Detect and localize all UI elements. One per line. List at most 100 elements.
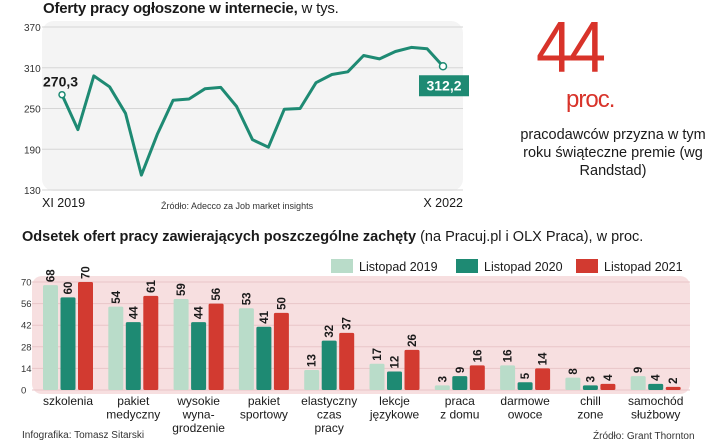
- offers-line: [60, 45, 445, 177]
- bar: [517, 382, 533, 390]
- bar-value-label: 44: [194, 306, 206, 319]
- bar-value-label: 9: [633, 367, 645, 373]
- category-label: elastyczny czas pracy: [301, 394, 357, 435]
- bar-value-label: 50: [276, 297, 288, 310]
- bar: [238, 308, 254, 390]
- start-point-marker: [58, 90, 66, 99]
- bar: [108, 306, 124, 390]
- bar: [648, 383, 664, 390]
- legend-label: Listopad 2019: [359, 260, 438, 274]
- end-value-box: [419, 75, 469, 97]
- bar: [173, 298, 189, 390]
- bar-value-label: 26: [407, 334, 419, 347]
- category-label: pakiet sportowy: [240, 394, 288, 422]
- category-label: praca z domu: [440, 394, 479, 422]
- callout-unit: proc.: [566, 86, 615, 113]
- bar-y-tick-label: 0: [21, 386, 26, 397]
- bar: [665, 386, 681, 390]
- bar: [339, 332, 355, 390]
- legend-swatch: [576, 259, 598, 273]
- end-point-marker: [438, 62, 448, 71]
- line-y-tick-label: 130: [24, 186, 41, 197]
- bar: [256, 326, 272, 390]
- bar: [404, 349, 420, 390]
- start-value-label: 270,3: [43, 74, 78, 90]
- bar: [600, 383, 616, 390]
- bar: [43, 285, 58, 390]
- line-y-tick-label: 370: [24, 23, 41, 34]
- bar-y-tick-label: 28: [21, 342, 32, 353]
- bar-y-tick-label: 70: [21, 278, 32, 289]
- callout-number: 44: [536, 8, 606, 88]
- bar: [125, 322, 141, 390]
- bar-value-label: 61: [146, 279, 158, 292]
- line-chart: 370 310 250 190 130 270,3 312,2 XI 2019 X 20…: [24, 21, 469, 211]
- bar-y-tick-label: 14: [21, 364, 32, 375]
- bar-value-label: 68: [46, 269, 58, 282]
- bar-value-label: 59: [176, 283, 188, 296]
- bar: [143, 295, 159, 390]
- bar: [304, 369, 320, 390]
- infographic-credit: Infografika: Tomasz Sitarski: [22, 430, 145, 441]
- bar-value-label: 44: [128, 306, 140, 319]
- bar-value-label: 16: [472, 350, 484, 363]
- line-y-tick-label: 310: [24, 64, 41, 75]
- bar-value-label: 54: [111, 290, 123, 303]
- bar-value-label: 2: [668, 378, 680, 384]
- callout-caption: pracodawców przyzna w tym roku świąteczn…: [520, 127, 706, 179]
- bar-value-label: 9: [455, 367, 467, 373]
- bar-y-tick-label: 42: [21, 321, 32, 332]
- bar-value-label: 4: [651, 374, 663, 381]
- bar-value-label: 32: [324, 325, 336, 338]
- bar: [191, 322, 207, 390]
- bar-value-label: 3: [437, 376, 449, 382]
- x-axis-start-label: XI 2019: [42, 196, 85, 210]
- bar: [582, 385, 598, 390]
- bar-value-label: 14: [538, 352, 550, 365]
- bar-value-label: 60: [63, 282, 75, 295]
- bar-value-label: 56: [211, 288, 223, 301]
- category-label: pakiet medyczny: [106, 394, 160, 422]
- legend-label: Listopad 2020: [484, 260, 563, 274]
- category-label: szkolenia: [43, 394, 93, 408]
- bar-value-label: 8: [568, 368, 580, 375]
- bar: [565, 377, 581, 390]
- legend-swatch: [331, 259, 353, 273]
- bar-value-label: 4: [603, 374, 615, 381]
- bar: [60, 297, 76, 390]
- bar: [500, 365, 516, 390]
- bar-value-label: 70: [81, 266, 93, 279]
- line-chart-title: Oferty pracy ogłoszone w internecie, w t…: [43, 0, 339, 17]
- bar-value-label: 17: [372, 348, 384, 361]
- legend-label: Listopad 2021: [604, 260, 683, 274]
- bar: [535, 368, 551, 390]
- bar-chart-source: Źródło: Grant Thornton: [593, 431, 695, 442]
- bar: [434, 385, 450, 390]
- bar-value-label: 53: [241, 292, 253, 305]
- category-label: chill zone: [577, 394, 603, 422]
- bar: [208, 303, 224, 390]
- bar-value-label: 13: [307, 354, 319, 367]
- category-label: darmowe owoce: [500, 394, 550, 422]
- bar-value-label: 37: [342, 317, 354, 330]
- bar: [321, 340, 337, 390]
- line-y-tick-label: 190: [24, 145, 41, 156]
- bar-chart-title-rest: (na Pracuj.pl i OLX Praca), w proc.: [416, 229, 644, 245]
- bar-y-tick-label: 56: [21, 299, 32, 310]
- line-chart-source: Źródło: Adecco za Job market insights: [161, 201, 314, 211]
- bar-value-label: 5: [520, 372, 532, 379]
- x-axis-end-label: X 2022: [423, 196, 463, 210]
- bar: [78, 282, 93, 390]
- category-label: wysokie wyna-grodzenie: [172, 394, 225, 435]
- bar-value-label: 3: [585, 376, 597, 382]
- bar: [630, 376, 646, 390]
- line-y-tick-label: 250: [24, 105, 41, 116]
- bar: [387, 371, 402, 390]
- bar: [469, 365, 485, 390]
- bar-chart-title: Odsetek ofert pracy zawierających poszcz…: [22, 229, 643, 245]
- category-label: samochód służbowy: [628, 394, 683, 422]
- bar-value-label: 16: [503, 350, 515, 363]
- bar: [452, 376, 468, 390]
- end-value-label: 312,2: [426, 77, 461, 93]
- bar-chart-title-bold: Odsetek ofert pracy zawierających poszcz…: [22, 229, 417, 245]
